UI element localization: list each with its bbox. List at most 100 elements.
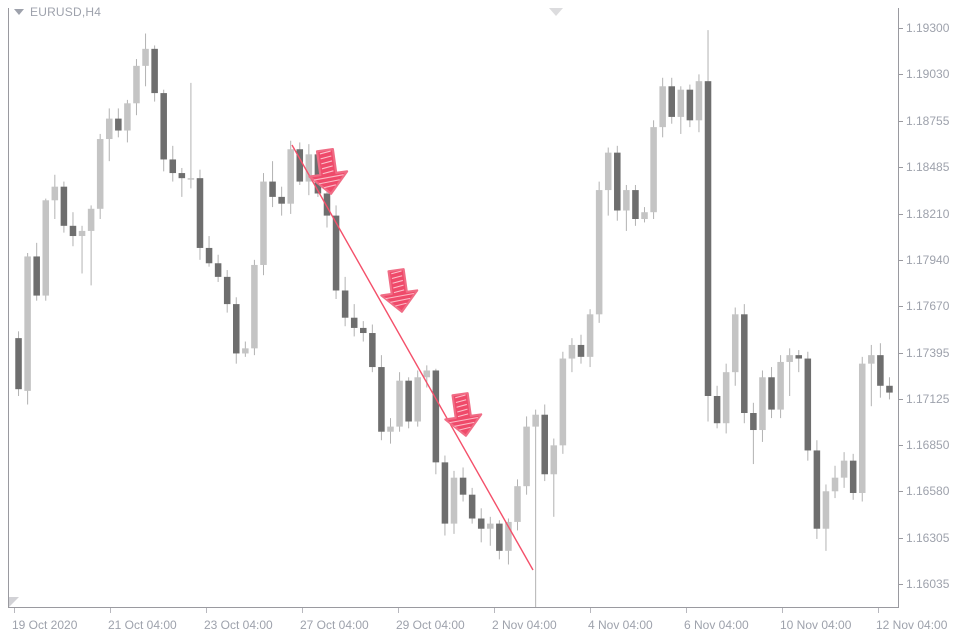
candle: [559, 351, 567, 454]
candle: [87, 205, 95, 286]
candle-body-bear: [768, 377, 775, 410]
time-tick: [398, 608, 399, 613]
price-tick-label: 1.16850: [906, 438, 950, 453]
candle-body-bear: [468, 494, 476, 519]
candle-body-bear: [151, 48, 158, 94]
candle-body-bear: [886, 385, 893, 393]
price-tick: [898, 584, 903, 586]
price-tick-label: 1.19030: [906, 67, 950, 82]
time-tick-label: 6 Nov 04:00: [684, 618, 749, 632]
candle: [51, 174, 59, 220]
sell-arrow-3-icon[interactable]: [442, 392, 484, 439]
candle: [450, 470, 458, 534]
candle-body-bull: [623, 190, 630, 211]
candle-body-bear: [33, 256, 40, 296]
candle: [360, 321, 367, 342]
trendline[interactable]: [291, 144, 534, 571]
candle-body-bull: [786, 355, 793, 362]
candle-body-bear: [341, 290, 349, 318]
candle-body-bear: [459, 477, 467, 495]
candle: [33, 242, 40, 301]
candle: [133, 59, 140, 116]
chevron-down-icon[interactable]: [14, 9, 24, 15]
price-tick-label: 1.17940: [906, 252, 950, 267]
candle: [369, 324, 376, 373]
time-tick-label: 19 Oct 2020: [12, 618, 78, 632]
candle-body-bear: [541, 414, 548, 475]
price-tick: [898, 305, 903, 307]
candle: [287, 140, 294, 214]
candle-body-bear: [160, 93, 167, 160]
candle-body-bear: [378, 367, 385, 432]
arrow-shape: [380, 268, 419, 313]
candle: [786, 348, 793, 396]
candle-body-bull: [96, 139, 104, 209]
time-tick-label: 23 Oct 04:00: [204, 618, 273, 632]
arrow-hatch: [391, 275, 403, 280]
candle-body-bear: [278, 196, 285, 204]
candle: [60, 181, 68, 233]
candle-body-bull: [831, 477, 839, 492]
candle: [296, 142, 304, 185]
price-tick: [898, 28, 903, 30]
candle: [142, 33, 149, 87]
arrow-hatch: [321, 165, 333, 170]
sell-arrow-2-icon[interactable]: [378, 268, 420, 315]
candle: [305, 144, 313, 196]
candle: [822, 484, 830, 551]
arrow-shape: [444, 392, 483, 437]
candle: [668, 77, 675, 124]
candle-body-bear: [804, 358, 812, 451]
candle-body-bear: [441, 462, 449, 524]
candle: [223, 270, 231, 313]
candle: [858, 356, 866, 502]
arrow-shape: [308, 148, 349, 195]
candle: [378, 355, 385, 441]
candle: [124, 99, 131, 143]
symbol-selector[interactable]: EURUSD,H4: [14, 5, 101, 19]
arrow-hatch: [455, 394, 466, 399]
candle: [741, 304, 748, 424]
candle: [69, 212, 77, 247]
price-tick-label: 1.16580: [906, 484, 950, 499]
candle: [496, 520, 503, 560]
candle-body-bear: [323, 193, 331, 216]
candle: [396, 372, 403, 432]
price-tick: [898, 74, 903, 76]
candle: [169, 145, 177, 182]
candle-body-bull: [423, 370, 431, 378]
time-tick-label: 4 Nov 04:00: [588, 618, 653, 632]
price-tick-label: 1.19300: [906, 21, 950, 36]
candle-body-bull: [251, 264, 258, 349]
candle: [251, 259, 258, 356]
candle-body-bull: [105, 118, 113, 140]
candle-body-bear: [668, 86, 675, 117]
candle-body-bear: [233, 304, 240, 354]
candle-body-bear: [115, 118, 122, 131]
candle: [840, 452, 848, 488]
candle: [78, 225, 86, 274]
price-tick: [898, 167, 903, 169]
candle: [695, 74, 703, 133]
candle-body-bull: [396, 380, 403, 427]
candle-body-bull: [305, 154, 313, 182]
candle-body-bear: [369, 333, 376, 368]
candle: [804, 351, 812, 461]
candle: [722, 363, 730, 434]
sell-arrow-1-icon[interactable]: [306, 148, 350, 197]
candle-body-bear: [405, 380, 412, 422]
candle: [160, 89, 167, 172]
candle: [514, 479, 521, 531]
price-tick-label: 1.17125: [906, 391, 950, 406]
candle: [795, 350, 803, 373]
candle-body-bear: [741, 314, 748, 414]
candle-body-bear: [704, 81, 712, 396]
candle-body-bear: [432, 370, 440, 463]
time-tick-label: 27 Oct 04:00: [300, 618, 369, 632]
candle-body-bear: [360, 327, 367, 334]
candle-body-bear: [614, 152, 621, 211]
candle-body-bull: [260, 181, 267, 265]
candle-body-bear: [686, 89, 694, 121]
